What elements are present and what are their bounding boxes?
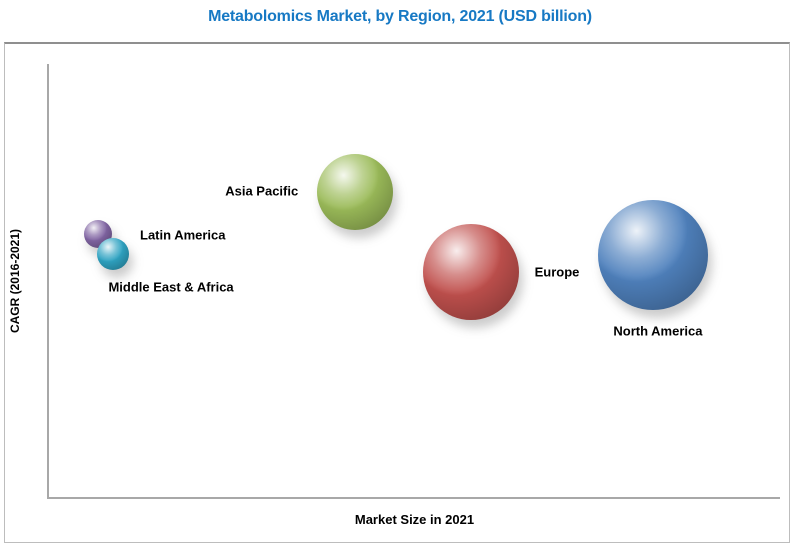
bubble-label-middle-east-africa: Middle East & Africa — [108, 279, 234, 295]
bubble-north-america[interactable] — [597, 199, 708, 310]
bubble-asia-pacific[interactable] — [317, 154, 394, 231]
bubble-latin-america[interactable] — [83, 220, 112, 249]
bubble-label-europe: Europe — [534, 264, 580, 280]
plot-area: CAGR (2016-2021) Market Size in 2021 Lat… — [8, 64, 780, 527]
bubble-middle-east-africa[interactable] — [97, 238, 130, 271]
bubble-label-latin-america: Latin America — [140, 227, 226, 243]
y-axis-label: CAGR (2016-2021) — [8, 228, 22, 333]
x-axis-label: Market Size in 2021 — [354, 512, 475, 527]
bubble-europe[interactable] — [422, 223, 519, 320]
chart-frame: CAGR (2016-2021) Market Size in 2021 Lat… — [4, 42, 790, 543]
bubble-label-asia-pacific: Asia Pacific — [225, 183, 299, 199]
bubble-label-north-america: North America — [613, 323, 703, 339]
chart-title: Metabolomics Market, by Region, 2021 (US… — [208, 8, 592, 25]
